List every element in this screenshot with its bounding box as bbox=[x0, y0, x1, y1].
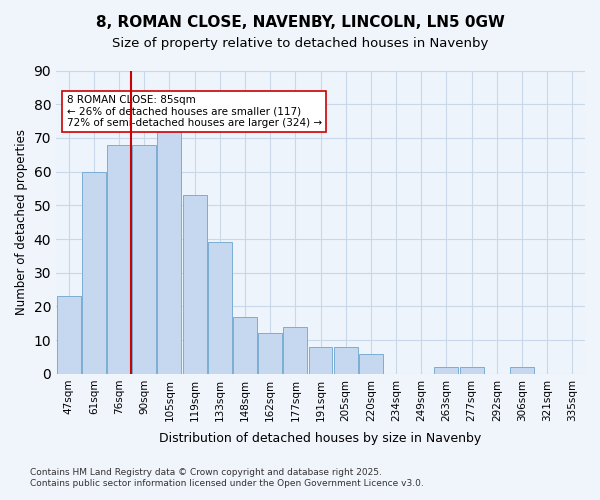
Bar bbox=[334, 347, 358, 374]
Bar bbox=[460, 367, 484, 374]
Bar bbox=[510, 367, 534, 374]
Bar bbox=[56, 296, 80, 374]
Text: Contains HM Land Registry data © Crown copyright and database right 2025.
Contai: Contains HM Land Registry data © Crown c… bbox=[30, 468, 424, 487]
Bar bbox=[82, 172, 106, 374]
Bar bbox=[359, 354, 383, 374]
Y-axis label: Number of detached properties: Number of detached properties bbox=[15, 129, 28, 315]
Bar bbox=[157, 121, 181, 374]
Bar bbox=[258, 334, 282, 374]
Text: 8 ROMAN CLOSE: 85sqm
← 26% of detached houses are smaller (117)
72% of semi-deta: 8 ROMAN CLOSE: 85sqm ← 26% of detached h… bbox=[67, 95, 322, 128]
Bar bbox=[182, 195, 206, 374]
Text: Size of property relative to detached houses in Navenby: Size of property relative to detached ho… bbox=[112, 38, 488, 51]
Bar bbox=[233, 316, 257, 374]
Text: 8, ROMAN CLOSE, NAVENBY, LINCOLN, LN5 0GW: 8, ROMAN CLOSE, NAVENBY, LINCOLN, LN5 0G… bbox=[95, 15, 505, 30]
Bar bbox=[107, 144, 131, 374]
X-axis label: Distribution of detached houses by size in Navenby: Distribution of detached houses by size … bbox=[160, 432, 482, 445]
Bar bbox=[132, 144, 156, 374]
Bar bbox=[208, 242, 232, 374]
Bar bbox=[283, 326, 307, 374]
Bar bbox=[308, 347, 332, 374]
Bar bbox=[434, 367, 458, 374]
